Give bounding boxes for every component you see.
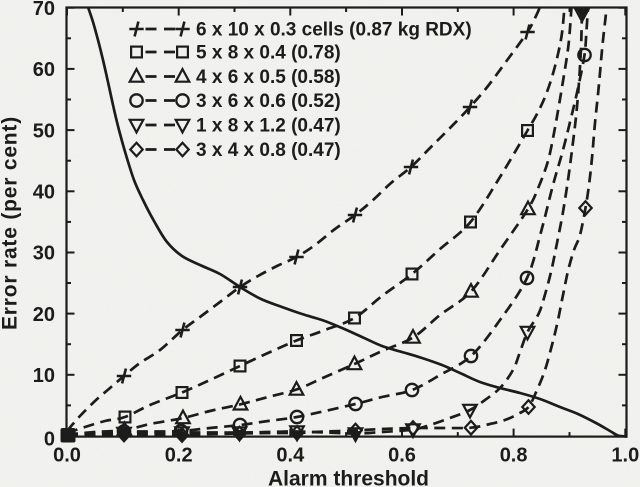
- svg-text:20: 20: [33, 304, 55, 326]
- svg-text:50: 50: [33, 120, 55, 142]
- svg-text:3 x 6 x 0.6 (0.52): 3 x 6 x 0.6 (0.52): [196, 91, 341, 112]
- svg-text:1.0: 1.0: [611, 445, 639, 467]
- svg-text:40: 40: [33, 182, 55, 204]
- svg-text:0.2: 0.2: [165, 445, 193, 467]
- svg-text:60: 60: [33, 59, 55, 81]
- svg-text:10: 10: [33, 365, 55, 387]
- svg-text:3 x 4 x 0.8 (0.47): 3 x 4 x 0.8 (0.47): [196, 140, 341, 161]
- svg-text:4 x 6 x 0.5 (0.58): 4 x 6 x 0.5 (0.58): [196, 67, 341, 88]
- svg-text:0.0: 0.0: [53, 445, 81, 467]
- svg-text:0: 0: [44, 429, 55, 451]
- svg-text:Alarm threshold: Alarm threshold: [268, 468, 429, 487]
- svg-text:5 x 8 x 0.4 (0.78): 5 x 8 x 0.4 (0.78): [196, 43, 341, 64]
- svg-text:Error rate (per cent): Error rate (per cent): [0, 116, 22, 330]
- svg-text:6 x 10 x 0.3 cells (0.87 kg RD: 6 x 10 x 0.3 cells (0.87 kg RDX): [196, 20, 472, 41]
- svg-text:70: 70: [33, 0, 55, 20]
- svg-text:0.8: 0.8: [500, 445, 528, 467]
- svg-text:30: 30: [33, 243, 55, 265]
- svg-text:0.4: 0.4: [276, 445, 305, 467]
- svg-text:1 x 8 x 1.2 (0.47): 1 x 8 x 1.2 (0.47): [196, 116, 341, 137]
- svg-text:0.6: 0.6: [388, 445, 416, 467]
